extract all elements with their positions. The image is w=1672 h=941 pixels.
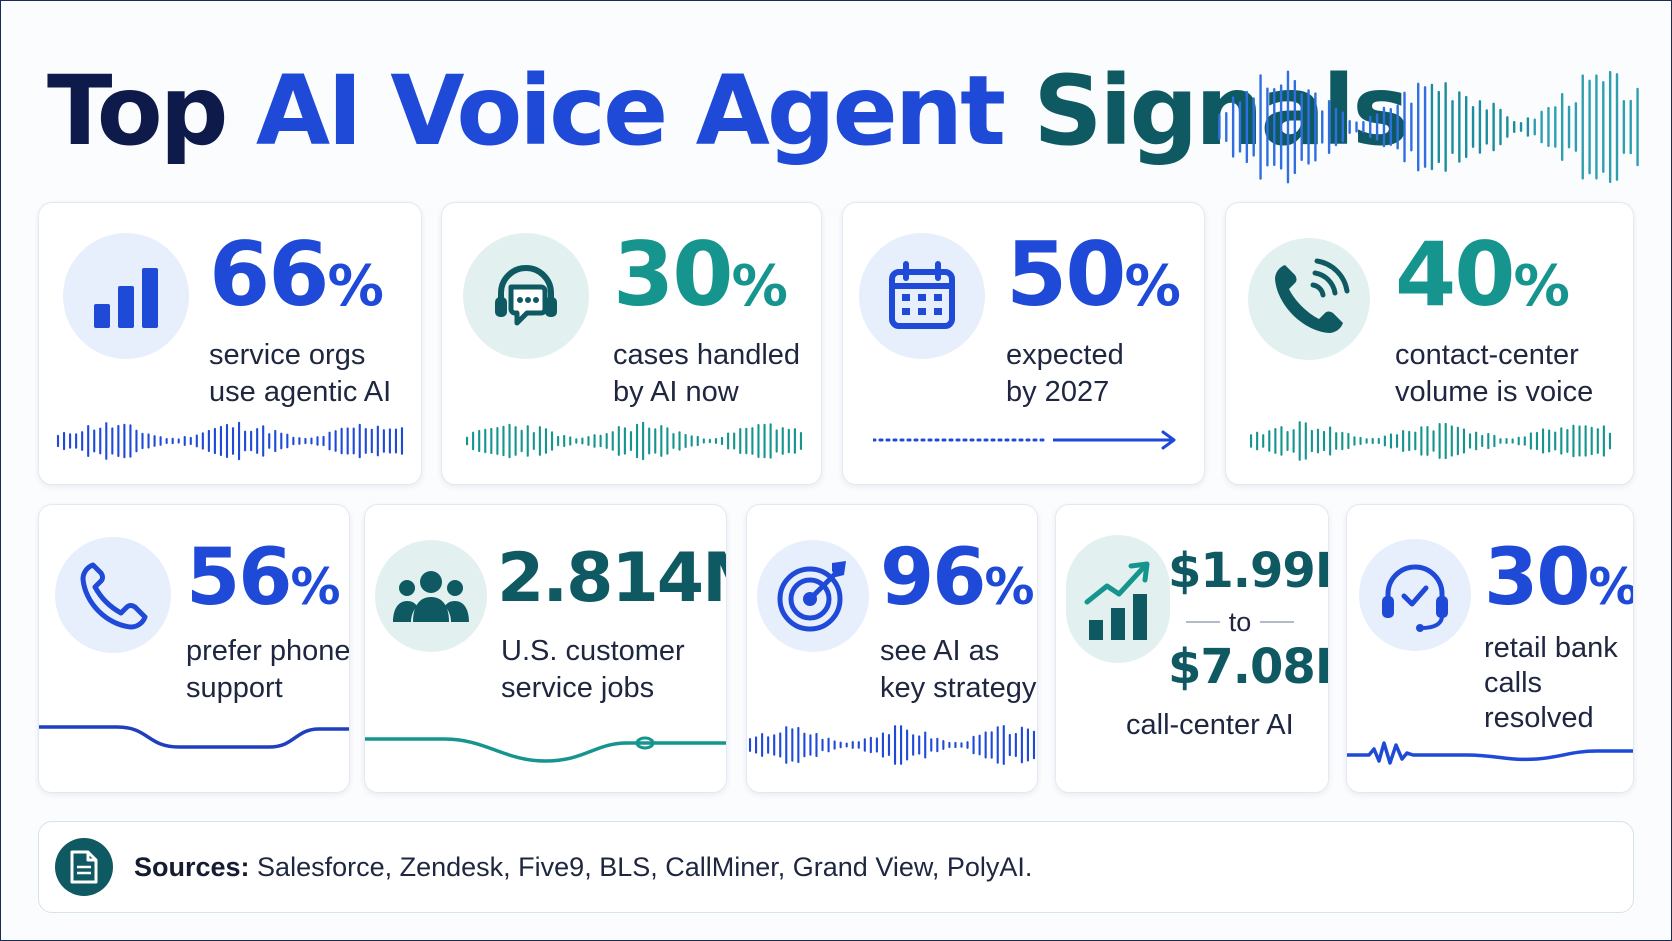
stat-card-retail-bank: 30% retail bank calls resolved	[1346, 504, 1634, 793]
stat-card-agentic-ai: 66% service orgs use agentic AI	[38, 202, 422, 485]
stat-label: U.S. customer service jobs	[501, 635, 685, 704]
wave-line-decoration	[365, 736, 726, 763]
divider-line	[1186, 621, 1294, 623]
target-icon	[757, 540, 869, 652]
stat-value-to: $7.08B	[1168, 639, 1328, 695]
soundwave-decoration	[56, 421, 404, 461]
arrow-right-icon	[873, 430, 1176, 450]
stat-card-contact-center: 40% contact-center volume is voice	[1225, 202, 1634, 485]
stat-value: 96%	[880, 533, 1035, 623]
stat-label: call-center AI	[1126, 709, 1294, 741]
stat-value: 30%	[1484, 533, 1634, 623]
title-part-top: Top	[47, 55, 256, 167]
title-part-ai-voice-agent: AI Voice Agent	[255, 55, 1034, 167]
stat-label: retail bank calls resolved	[1484, 632, 1618, 734]
stat-value: 66%	[209, 223, 384, 326]
phone-signal-icon	[1248, 238, 1370, 360]
sources-text: Sources: Salesforce, Zendesk, Five9, BLS…	[134, 848, 1032, 886]
stat-label: cases handled by AI now	[613, 339, 801, 408]
stat-value: 30%	[613, 223, 788, 326]
header-soundwave-decoration	[1218, 70, 1639, 184]
stat-label: expected by 2027	[1006, 339, 1124, 408]
sources-list: Salesforce, Zendesk, Five9, BLS, CallMin…	[249, 852, 1033, 882]
sources-bar: Sources: Salesforce, Zendesk, Five9, BLS…	[38, 821, 1634, 913]
stat-card-cases-handled: 30% cases handled by AI now	[441, 202, 822, 485]
stat-label: see AI as key strategy	[880, 635, 1037, 704]
wave-line-decoration	[1347, 741, 1633, 765]
stat-card-key-strategy: 96% see AI as key strategy	[746, 504, 1038, 793]
people-icon	[375, 540, 487, 652]
phone-icon	[55, 537, 171, 653]
range-connector: to	[1228, 607, 1252, 637]
stat-value-from: $1.99B	[1168, 543, 1328, 599]
stat-label: contact-center volume is voice	[1395, 339, 1594, 408]
headset-check-icon	[1359, 539, 1471, 651]
stat-value: 40%	[1395, 223, 1570, 326]
stat-value: 50%	[1006, 223, 1181, 326]
sources-label: Sources:	[134, 852, 250, 882]
bar-chart-icon	[63, 233, 189, 359]
stat-label: service orgs use agentic AI	[209, 339, 392, 408]
wave-line-decoration	[39, 725, 349, 749]
soundwave-decoration	[465, 421, 803, 461]
stat-card-phone-support: 56% prefer phone support	[38, 504, 350, 793]
stat-value: 56%	[186, 533, 341, 623]
stat-card-call-center-ai: $1.99B to $7.08B call-center AI	[1055, 504, 1329, 793]
stat-label: prefer phone support	[186, 635, 350, 704]
calendar-icon	[859, 233, 985, 359]
title-part-signals: Signals	[1033, 55, 1409, 167]
soundwave-decoration	[1249, 421, 1612, 461]
headset-chat-icon	[463, 233, 589, 359]
growth-chart-icon	[1066, 535, 1170, 663]
page-title: Top AI Voice Agent Signals	[47, 41, 1409, 181]
stat-card-expected-2027: 50% expected by 2027	[842, 202, 1205, 485]
document-icon	[55, 838, 113, 896]
stat-value: 2.814M	[497, 539, 726, 618]
soundwave-decoration	[748, 724, 1036, 766]
